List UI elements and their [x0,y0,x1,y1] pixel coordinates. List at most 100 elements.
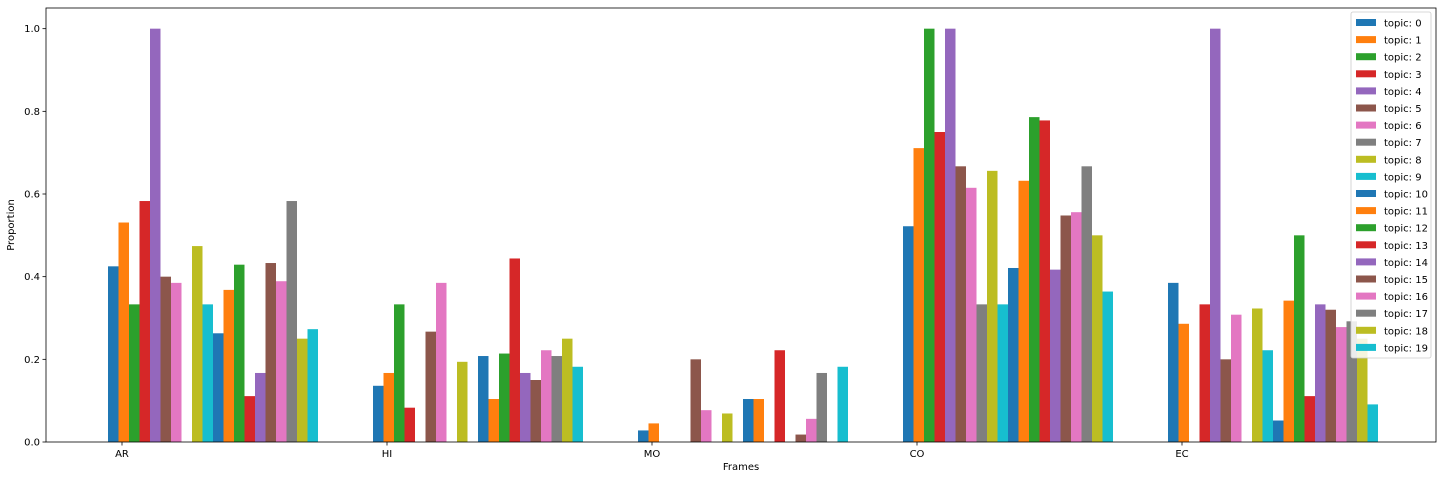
bar-topic-11-ec [1283,300,1294,442]
bar-topic-3-ec [1199,304,1210,442]
bar-topic-10-ec [1273,420,1284,442]
bar-topic-17-co [1081,166,1092,442]
bar-topic-2-ar [129,304,140,442]
bar-topic-16-ec [1336,327,1347,442]
bar-topic-19-co [1102,291,1113,442]
bar-topic-8-co [987,170,998,442]
legend-label: topic: 2 [1384,53,1422,64]
bar-topic-3-hi [404,407,415,442]
bar-topic-1-mo [648,423,659,442]
bar-topic-2-hi [394,304,405,442]
legend-label: topic: 7 [1384,138,1422,149]
bar-topic-19-mo [837,366,848,442]
bar-topic-4-ar [150,28,161,442]
bar-topic-15-hi [530,380,541,442]
bar-topic-8-ar [192,246,203,442]
legend-swatch [1356,190,1376,197]
legend-swatch [1356,155,1376,163]
y-axis-title: Proportion [6,199,17,251]
legend-label: topic: 8 [1384,155,1422,166]
bar-topic-9-co [997,304,1008,442]
bar-topic-18-co [1092,235,1103,442]
bar-topic-14-ar [255,372,266,442]
bar-topic-11-mo [753,399,764,442]
legend-swatch [1356,172,1376,180]
bar-topic-0-hi [373,385,384,442]
bar-topic-6-mo [701,410,712,442]
bar-topic-13-mo [774,350,785,442]
legend-label: topic: 18 [1384,326,1428,337]
bar-topic-5-mo [690,359,701,442]
bar-topic-2-co [924,28,935,442]
bar-topic-12-hi [499,353,510,442]
bar-topic-19-ar [307,329,318,442]
bar-topic-14-hi [520,372,531,442]
bar-topic-6-co [966,187,977,442]
bar-topic-5-ar [160,276,171,442]
bar-topic-17-ec [1346,321,1357,442]
x-tick-label-co: CO [910,449,925,460]
bar-topic-19-ec [1367,404,1378,442]
bar-topic-15-co [1060,215,1071,442]
legend-swatch [1356,70,1376,78]
bar-topic-14-co [1050,269,1061,442]
bar-topic-17-mo [816,372,827,442]
bars-layer [108,28,1378,443]
legend-swatch [1356,121,1376,129]
bar-topic-10-mo [743,399,754,442]
legend-swatch [1356,292,1376,300]
bar-topic-14-ec [1315,304,1326,442]
bar-topic-13-co [1039,120,1050,443]
x-axis-title: Frames [723,462,759,473]
bar-topic-11-ar [223,289,234,442]
bar-topic-0-mo [638,430,649,442]
legend-label: topic: 13 [1384,241,1428,252]
bar-topic-9-ec [1262,350,1273,442]
y-axis: 0.0 0.2 0.4 0.6 0.8 1.0 [24,24,46,449]
bar-topic-18-ar [297,338,308,442]
x-axis: AR HI MO CO EC [115,442,1189,460]
legend-label: topic: 12 [1384,224,1428,235]
legend-swatch [1356,326,1376,334]
legend-label: topic: 10 [1384,190,1428,201]
y-tick-label: 0.0 [24,438,40,449]
bar-topic-17-hi [551,356,562,442]
legend-label: topic: 6 [1384,121,1422,132]
legend-swatch [1356,275,1376,283]
legend-swatch [1356,241,1376,249]
legend-swatch [1356,53,1376,61]
bar-topic-5-co [955,166,966,442]
legend-label: topic: 11 [1384,207,1428,218]
legend-label: topic: 1 [1384,36,1422,47]
bar-topic-11-co [1018,180,1029,442]
bar-topic-10-hi [478,356,489,442]
bar-topic-9-ar [202,304,213,442]
y-tick-label: 1.0 [24,24,40,35]
bar-topic-15-ar [265,263,276,442]
legend-label: topic: 0 [1384,19,1422,30]
bar-topic-1-hi [383,372,394,442]
bar-topic-3-ar [139,201,150,442]
bar-topic-4-ec [1210,28,1221,442]
bar-topic-15-ec [1325,309,1336,442]
legend-label: topic: 16 [1384,292,1428,303]
bar-topic-13-ec [1304,396,1315,442]
bar-topic-1-ar [118,222,129,442]
legend-swatch [1356,207,1376,215]
bar-topic-15-mo [795,434,806,442]
bar-topic-6-hi [436,282,447,442]
bar-topic-13-ar [244,396,255,442]
legend-label: topic: 3 [1384,70,1422,81]
legend-label: topic: 4 [1384,87,1422,98]
bar-topic-10-ar [213,333,224,442]
legend-swatch [1356,87,1376,95]
bar-topic-12-co [1029,117,1040,443]
bar-topic-17-ar [286,201,297,442]
y-tick-label: 0.6 [24,190,40,201]
legend-swatch [1356,309,1376,317]
bar-topic-5-hi [425,331,436,442]
legend-label: topic: 9 [1384,172,1422,183]
bar-topic-11-hi [488,399,499,442]
